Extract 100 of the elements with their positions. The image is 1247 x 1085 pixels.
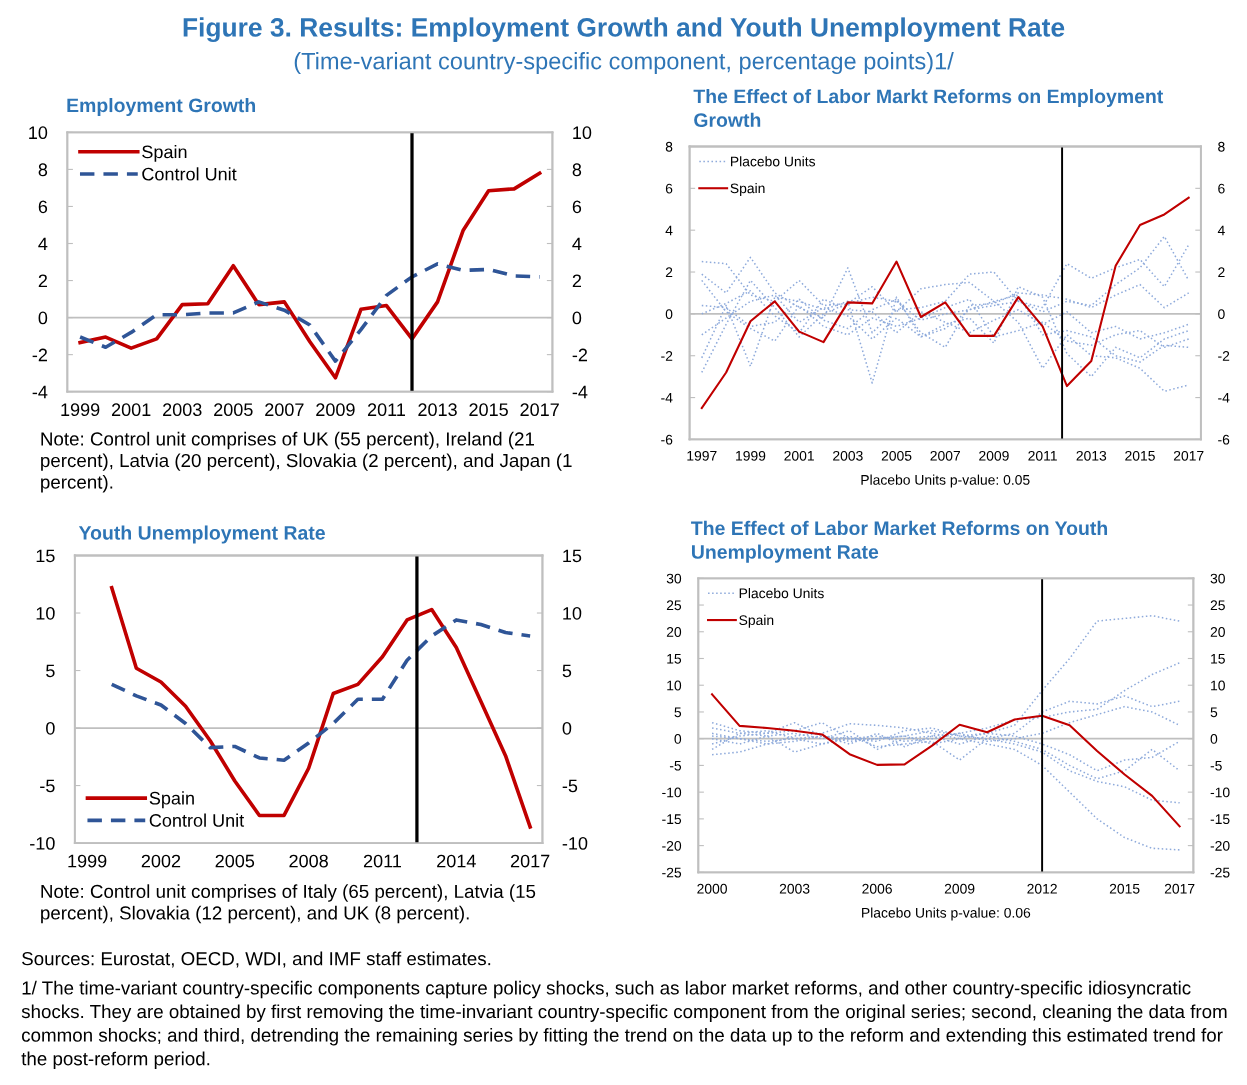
- y-tick-label: 8: [665, 141, 673, 152]
- y-tick-label: 10: [29, 126, 48, 140]
- y-tick-label: 20: [666, 627, 682, 637]
- x-tick-label: 2005: [214, 403, 253, 417]
- text: 1/ The time-variant country-specific components capture policy shocks, such as labor market reforms, and other country-specific idiosyncratic shocks. They are obtained by first removing the time-invariant country-specific component from the original series; second, cleaning the data from common shocks; and third, detrending the remaining series by fitting the trend on the data up to the reform and extending this estimated trend for the post-reform period.: [21, 980, 1227, 1070]
- y2-tick-label: -6: [1218, 434, 1230, 445]
- y2-tick-label: -10: [1210, 787, 1230, 798]
- y-tick-label: 5: [46, 664, 55, 678]
- y2-tick-label: 5: [562, 664, 572, 678]
- y2-tick-label: -5: [562, 779, 578, 793]
- y2-tick-label: 10: [1211, 680, 1225, 691]
- legend-label: Control Unit: [142, 167, 237, 181]
- legend-label: Placebo Units: [739, 588, 824, 599]
- x-tick-label: 2011: [367, 403, 406, 417]
- x-tick-label: 2001: [784, 450, 814, 461]
- y-tick-label: 5: [674, 707, 682, 718]
- y2-tick-label: 5: [1210, 707, 1218, 718]
- y2-tick-label: 8: [1218, 141, 1225, 152]
- x-tick-label: 2007: [930, 450, 960, 461]
- x-tick-label: 2003: [833, 450, 863, 461]
- x-tick-label: 2011: [363, 854, 402, 868]
- x-tick-label: 2017: [510, 854, 550, 868]
- y-tick-label: 25: [666, 600, 682, 611]
- y2-tick-label: 15: [563, 549, 582, 563]
- x-tick-label: 1999: [736, 450, 766, 461]
- y-tick-label: -5: [669, 760, 682, 771]
- y-tick-label: -5: [40, 779, 55, 793]
- y2-tick-label: -15: [1210, 814, 1230, 825]
- y-tick-label: -4: [661, 393, 673, 403]
- y-tick-label: 0: [46, 721, 55, 735]
- legend-label: Spain: [142, 145, 187, 162]
- y2-tick-label: 0: [562, 721, 572, 735]
- legend-label: Placebo Units: [731, 156, 816, 167]
- y2-tick-label: 30: [1210, 573, 1225, 584]
- y-tick-label: 0: [674, 734, 682, 744]
- x-tick-label: 2008: [289, 854, 328, 868]
- y-tick-label: 2: [665, 267, 673, 278]
- x-tick-label: 2011: [1028, 450, 1057, 461]
- y-tick-label: -10: [662, 787, 682, 798]
- y2-tick-label: 25: [1210, 600, 1225, 611]
- x-tick-label: 2005: [881, 450, 912, 461]
- y-tick-label: 8: [38, 163, 48, 177]
- y-tick-label: -10: [30, 836, 55, 850]
- legend-label: Spain: [739, 614, 774, 628]
- y-tick-label: -2: [661, 351, 673, 361]
- x-tick-label: 2002: [141, 854, 181, 868]
- y-tick-label: 2: [38, 274, 47, 288]
- x-tick-label: 2009: [979, 450, 1009, 461]
- y-tick-label: -15: [662, 814, 682, 825]
- y2-tick-label: 2: [572, 274, 581, 288]
- x-tick-label: 2000: [697, 883, 727, 894]
- text: Note: Control unit comprises of Italy (65 percent), Latvia (15 percent), Slovakia (12 percent), and UK (8 percent).: [41, 884, 536, 924]
- y-tick-label: 30: [666, 573, 682, 584]
- x-axis-title: Placebo Units p-value: 0.06: [862, 907, 1031, 921]
- y2-tick-label: -25: [1210, 867, 1230, 878]
- x-tick-label: 2005: [215, 854, 255, 868]
- y2-tick-label: -5: [1210, 760, 1222, 771]
- y-tick-label: -4: [32, 385, 48, 399]
- x-tick-label: 2003: [779, 883, 810, 894]
- x-tick-label: 2015: [1125, 450, 1155, 461]
- y2-tick-label: 6: [1218, 183, 1225, 194]
- x-tick-label: 2006: [862, 883, 892, 894]
- x-tick-label: 2013: [1076, 450, 1107, 461]
- source-note: Sources: Eurostat, OECD, WDI, and IMF staff estimates.: [22, 951, 491, 968]
- y2-tick-label: 20: [1210, 627, 1225, 637]
- y2-tick-label: 10: [563, 606, 582, 620]
- text: (Time-variant country-specific component, percentage points)1/: [294, 52, 954, 75]
- y2-tick-label: 0: [1210, 734, 1218, 744]
- y-tick-label: 10: [36, 606, 55, 620]
- y-tick-label: 15: [667, 653, 682, 664]
- x-tick-label: 2017: [1173, 450, 1204, 461]
- text: Note: Control unit comprises of UK (55 percent), Ireland (21 percent), Latvia (20 percent), Slovakia (2 percent), and Japan (1 percent).: [41, 431, 572, 493]
- y2-tick-label: -4: [572, 385, 588, 399]
- x-tick-label: 1997: [687, 450, 717, 461]
- y-tick-label: 6: [38, 200, 48, 214]
- y2-tick-label: -20: [1210, 840, 1230, 851]
- y-tick-label: 0: [665, 309, 673, 320]
- y2-tick-label: -2: [1218, 351, 1230, 361]
- y2-tick-label: 4: [1217, 225, 1225, 236]
- x-tick-label: 1999: [61, 403, 100, 417]
- x-tick-label: 2009: [944, 883, 975, 894]
- x-tick-label: 2012: [1027, 883, 1057, 894]
- y2-tick-label: 15: [1211, 653, 1225, 664]
- y-tick-label: -6: [661, 434, 673, 445]
- y-tick-label: 10: [667, 680, 682, 691]
- y-tick-label: 4: [38, 237, 48, 251]
- y-tick-label: 15: [36, 549, 55, 563]
- x-tick-label: 2015: [469, 403, 508, 417]
- legend-label: Spain: [730, 183, 765, 196]
- y2-tick-label: 0: [1218, 309, 1225, 320]
- chart-title: Youth Unemployment Rate: [78, 525, 325, 544]
- text: Figure 3. Results: Employment Growth and Youth Unemployment Rate: [183, 17, 1065, 43]
- x-tick-label: 1999: [68, 854, 107, 868]
- y-tick-label: -2: [32, 348, 47, 362]
- y-tick-label: -25: [662, 867, 682, 878]
- y2-tick-label: -2: [572, 348, 588, 362]
- x-tick-label: 2014: [437, 854, 476, 868]
- x-tick-label: 2009: [316, 403, 355, 417]
- y2-tick-label: 10: [573, 126, 592, 140]
- y2-tick-label: 6: [572, 200, 582, 214]
